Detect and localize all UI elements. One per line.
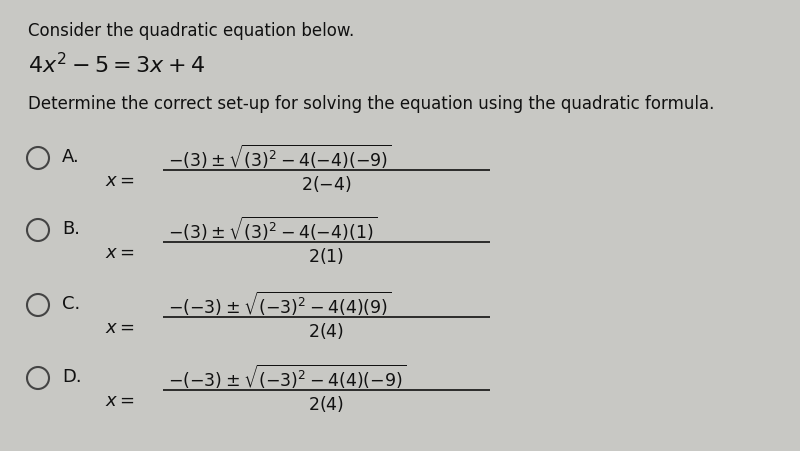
Text: $x =$: $x =$	[105, 392, 134, 410]
Text: $x =$: $x =$	[105, 319, 134, 337]
Text: $2(1)$: $2(1)$	[309, 246, 345, 266]
Text: Determine the correct set-up for solving the equation using the quadratic formul: Determine the correct set-up for solving…	[28, 95, 714, 113]
Text: $4x^2 - 5= 3x + 4$: $4x^2 - 5= 3x + 4$	[28, 52, 205, 77]
Text: $-(3) \pm \sqrt{(3)^2 - 4(-4)(-9)}$: $-(3) \pm \sqrt{(3)^2 - 4(-4)(-9)}$	[168, 143, 392, 171]
Text: $-(-3) \pm \sqrt{(-3)^2 - 4(4)(9)}$: $-(-3) \pm \sqrt{(-3)^2 - 4(4)(9)}$	[168, 290, 392, 318]
Text: $x =$: $x =$	[105, 172, 134, 190]
Text: A.: A.	[62, 148, 80, 166]
Text: $-(3) \pm \sqrt{(3)^2 - 4(-4)(1)}$: $-(3) \pm \sqrt{(3)^2 - 4(-4)(1)}$	[168, 215, 377, 244]
Text: $2(4)$: $2(4)$	[309, 394, 345, 414]
Text: $-(-3) \pm \sqrt{(-3)^2 - 4(4)(-9)}$: $-(-3) \pm \sqrt{(-3)^2 - 4(4)(-9)}$	[168, 363, 406, 391]
Text: C.: C.	[62, 295, 80, 313]
Text: B.: B.	[62, 220, 80, 238]
Text: D.: D.	[62, 368, 82, 386]
Text: $x =$: $x =$	[105, 244, 134, 262]
Text: Consider the quadratic equation below.: Consider the quadratic equation below.	[28, 22, 354, 40]
Text: $2(-4)$: $2(-4)$	[301, 174, 352, 194]
Text: $2(4)$: $2(4)$	[309, 321, 345, 341]
